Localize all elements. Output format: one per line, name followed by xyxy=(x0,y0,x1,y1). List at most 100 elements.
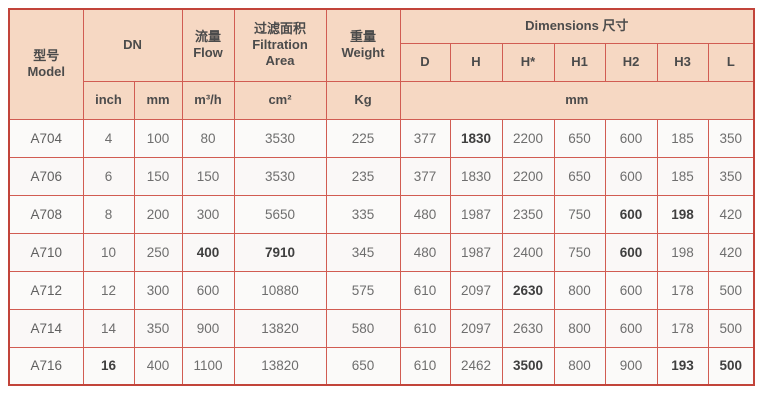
header-dn: DN xyxy=(82,8,183,82)
table-row: A714 14 350 900 13820 580 610 2097 2630 … xyxy=(8,308,755,348)
table-cell: 4 xyxy=(82,118,135,158)
header-dim-d: D xyxy=(399,42,451,82)
table-cell: 198 xyxy=(656,194,709,234)
table-cell: 14 xyxy=(82,308,135,348)
table-cell: 1830 xyxy=(449,118,503,158)
table-cell: 420 xyxy=(707,194,755,234)
table-cell: 193 xyxy=(656,346,709,386)
table-cell: 225 xyxy=(325,118,401,158)
table-cell: 16 xyxy=(82,346,135,386)
table-cell: 100 xyxy=(133,118,183,158)
table-cell: 377 xyxy=(399,156,451,196)
table-cell: 800 xyxy=(553,346,606,386)
table-cell: 5650 xyxy=(233,194,327,234)
table-cell: 600 xyxy=(604,232,658,272)
header-dim-h2: H2 xyxy=(604,42,658,82)
header-filtration-en: Filtration Area xyxy=(252,37,308,69)
table-cell: 610 xyxy=(399,346,451,386)
table-cell: 3530 xyxy=(233,118,327,158)
table-cell: 600 xyxy=(604,308,658,348)
table-cell: 480 xyxy=(399,194,451,234)
table-cell: 13820 xyxy=(233,346,327,386)
table-cell: 420 xyxy=(707,232,755,272)
unit-mm: mm xyxy=(133,80,183,120)
table-cell: 150 xyxy=(133,156,183,196)
spec-table: 型号 Model DN 流量 Flow 过滤面积 Filtration Area… xyxy=(8,8,756,386)
header-flow-en: Flow xyxy=(193,45,223,61)
table-cell: 600 xyxy=(604,118,658,158)
header-dim-h1: H1 xyxy=(553,42,606,82)
table-cell: 2200 xyxy=(501,156,555,196)
table-cell: 345 xyxy=(325,232,401,272)
table-cell: 600 xyxy=(604,194,658,234)
table-cell: 300 xyxy=(133,270,183,310)
header-flow: 流量 Flow xyxy=(181,8,235,82)
table-cell: 480 xyxy=(399,232,451,272)
table-cell: 400 xyxy=(181,232,235,272)
table-row: A716 16 400 1100 13820 650 610 2462 3500… xyxy=(8,346,755,386)
table-cell: 500 xyxy=(707,270,755,310)
table-cell: 2630 xyxy=(501,270,555,310)
table-cell: 2400 xyxy=(501,232,555,272)
header-model-en: Model xyxy=(27,64,66,80)
table-row: A704 4 100 80 3530 225 377 1830 2200 650… xyxy=(8,118,755,158)
table-cell: 235 xyxy=(325,156,401,196)
table-cell: 2097 xyxy=(449,270,503,310)
cell-model: A716 xyxy=(8,346,84,386)
header-row-2: D H H* H1 H2 H3 L xyxy=(9,42,755,82)
table-cell: 610 xyxy=(399,270,451,310)
table-cell: 1987 xyxy=(449,232,503,272)
table-cell: 350 xyxy=(133,308,183,348)
header-weight-zh: 重量 xyxy=(349,29,376,44)
table-cell: 575 xyxy=(325,270,401,310)
table-cell: 178 xyxy=(656,308,709,348)
table-cell: 10 xyxy=(82,232,135,272)
unit-weight: Kg xyxy=(325,80,401,120)
table-cell: 900 xyxy=(604,346,658,386)
table-cell: 900 xyxy=(181,308,235,348)
table-row: A710 10 250 400 7910 345 480 1987 2400 7… xyxy=(8,232,755,272)
unit-inch: inch xyxy=(82,80,135,120)
header-row-1: 型号 Model DN 流量 Flow 过滤面积 Filtration Area… xyxy=(8,8,755,120)
table-cell: 650 xyxy=(553,118,606,158)
header-dim-hstar: H* xyxy=(501,42,555,82)
table-cell: 2350 xyxy=(501,194,555,234)
table-cell: 6 xyxy=(82,156,135,196)
table-cell: 8 xyxy=(82,194,135,234)
table-cell: 377 xyxy=(399,118,451,158)
table-cell: 185 xyxy=(656,156,709,196)
table-cell: 335 xyxy=(325,194,401,234)
header-filtration-zh: 过滤面积 xyxy=(253,20,306,36)
table-cell: 300 xyxy=(181,194,235,234)
table-cell: 1830 xyxy=(449,156,503,196)
cell-model: A704 xyxy=(8,118,84,158)
table-cell: 3530 xyxy=(233,156,327,196)
table-cell: 600 xyxy=(181,270,235,310)
table-cell: 200 xyxy=(133,194,183,234)
header-weight: 重量 Weight xyxy=(325,8,401,82)
table-row: A706 6 150 150 3530 235 377 1830 2200 65… xyxy=(8,156,755,196)
table-cell: 1100 xyxy=(181,346,235,386)
table-cell: 500 xyxy=(707,308,755,348)
table-cell: 3500 xyxy=(501,346,555,386)
table-cell: 2630 xyxy=(501,308,555,348)
cell-model: A708 xyxy=(8,194,84,234)
table-cell: 250 xyxy=(133,232,183,272)
table-row: A708 8 200 300 5650 335 480 1987 2350 75… xyxy=(8,194,755,234)
table-cell: 1987 xyxy=(449,194,503,234)
cell-model: A706 xyxy=(8,156,84,196)
table-cell: 10880 xyxy=(233,270,327,310)
table-cell: 600 xyxy=(604,270,658,310)
header-flow-zh: 流量 xyxy=(194,29,221,44)
table-cell: 13820 xyxy=(233,308,327,348)
table-cell: 12 xyxy=(82,270,135,310)
table-cell: 150 xyxy=(181,156,235,196)
cell-model: A712 xyxy=(8,270,84,310)
table-cell: 185 xyxy=(656,118,709,158)
table-cell: 800 xyxy=(553,270,606,310)
table-cell: 2462 xyxy=(449,346,503,386)
table-cell: 650 xyxy=(325,346,401,386)
header-model-zh: 型号 xyxy=(33,48,60,63)
unit-dimensions: mm xyxy=(399,80,755,120)
